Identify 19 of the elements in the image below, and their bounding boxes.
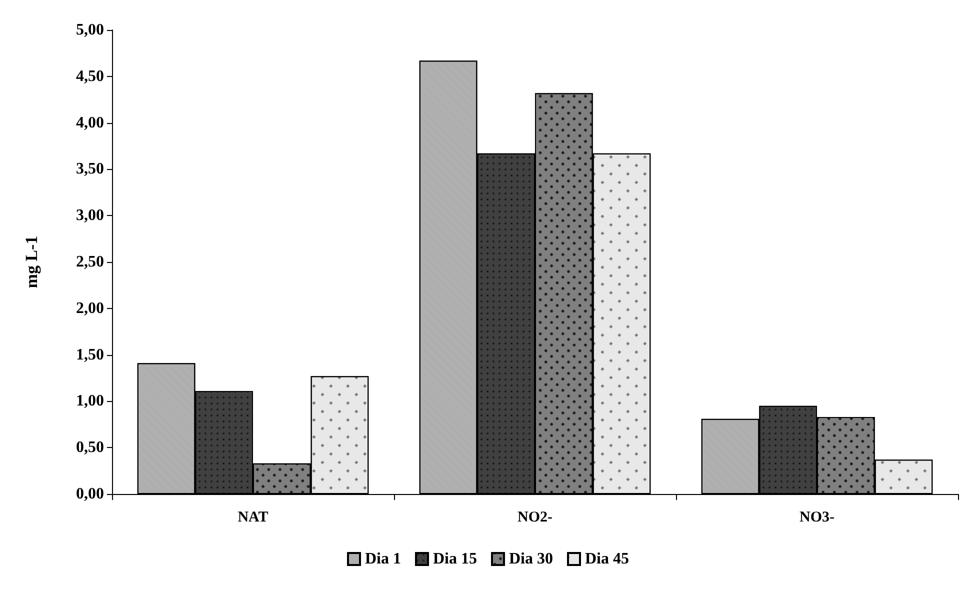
y-tick-label: 1,00 (76, 392, 104, 410)
y-tick-label: 0,00 (76, 486, 104, 502)
legend-label: Dia 45 (585, 550, 629, 568)
y-tick-label: 4,50 (76, 68, 104, 85)
x-tick-label: NO2- (518, 510, 552, 526)
y-tick-label: 1,50 (76, 346, 104, 364)
legend-label: Dia 15 (433, 550, 477, 568)
y-tick-label: 4,00 (76, 114, 104, 132)
y-tick-label: 0,50 (76, 439, 104, 456)
y-tick-label: 2,00 (76, 300, 104, 317)
legend-label: Dia 1 (365, 550, 401, 568)
y-tick-label: 3,50 (76, 160, 104, 178)
x-tick-label: NO3- (800, 510, 834, 526)
y-tick-label: 2,50 (76, 254, 104, 270)
y-axis-title: mg L-1 (22, 236, 41, 288)
y-tick-label: 5,00 (76, 22, 104, 38)
x-tick-label: NAT (238, 510, 268, 526)
y-tick-label: 3,00 (76, 207, 104, 224)
legend-label: Dia 30 (509, 550, 553, 568)
